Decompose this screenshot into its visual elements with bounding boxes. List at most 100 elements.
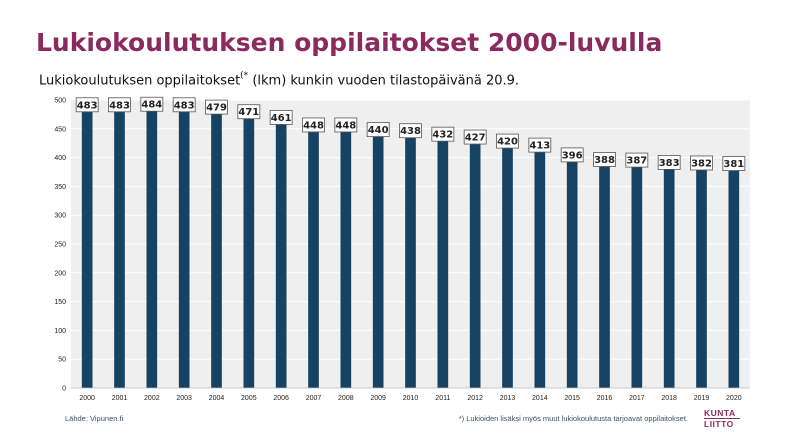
y-tick-label: 450 [54, 126, 66, 133]
logo-line-1: KUNTA [704, 408, 736, 418]
bar [599, 164, 610, 388]
data-label-text: 483 [77, 100, 98, 111]
data-label-box [75, 97, 99, 113]
data-label: 383 [657, 154, 681, 170]
data-label-text: 483 [174, 100, 195, 111]
data-label-box [205, 99, 228, 115]
x-tick-label: 2008 [338, 395, 354, 402]
data-label: 483 [108, 97, 131, 113]
y-tick-label: 200 [54, 270, 66, 277]
data-label-text: 427 [465, 133, 486, 144]
data-label: 388 [593, 152, 616, 167]
y-tick-label: 50 [58, 357, 66, 364]
subtitle-main: Lukiokoulutuksen oppilaitokset [39, 73, 241, 89]
bar [372, 134, 384, 388]
source-note: Lähde: Vipunen.fi [65, 414, 124, 423]
data-label: 484 [140, 96, 164, 112]
x-tick-label: 2014 [532, 395, 548, 402]
data-label-text: 461 [271, 113, 292, 124]
y-tick-label: 250 [54, 242, 66, 249]
data-label-box [237, 104, 261, 120]
data-label-text: 382 [691, 158, 712, 169]
bar [114, 109, 125, 389]
data-label-text: 438 [400, 126, 421, 137]
data-label: 440 [366, 122, 390, 137]
logo-line-2: LIITTO [704, 419, 734, 429]
x-tick-label: 2012 [467, 395, 483, 402]
x-axis: 2000 2001 2002 2003 2004 2005 2006 2007 2008 2009… [71, 387, 750, 402]
footnote-marker: (* [240, 71, 249, 81]
x-tick-label: 2009 [370, 395, 386, 402]
bar [566, 159, 578, 388]
y-tick-label: 100 [54, 328, 66, 335]
data-label: 432 [431, 126, 455, 142]
data-label-text: 448 [303, 120, 324, 131]
data-label-text: 387 [626, 156, 647, 167]
bar [663, 167, 675, 388]
y-tick-label: 150 [54, 299, 66, 306]
data-label: 471 [237, 104, 261, 120]
y-tick-label: 500 [54, 98, 66, 105]
bar [502, 146, 513, 388]
bar [437, 139, 449, 388]
bar-series [81, 109, 740, 389]
data-label-text: 383 [659, 158, 680, 169]
data-label-text: 396 [562, 150, 583, 161]
y-tick-label: 0 [62, 386, 66, 393]
data-label-text: 432 [432, 130, 453, 141]
data-label: 483 [172, 97, 196, 113]
x-tick-label: 2018 [661, 395, 677, 402]
data-label-box [399, 123, 422, 139]
x-tick-label: 2010 [403, 395, 419, 402]
data-label-box [657, 154, 681, 170]
x-tick-label: 2007 [306, 395, 322, 402]
data-label-box [690, 155, 713, 171]
x-tick-label: 2004 [209, 395, 225, 402]
bar [340, 129, 352, 388]
bar [534, 150, 546, 388]
x-tick-label: 2000 [79, 395, 95, 402]
x-tick-label: 2011 [435, 395, 450, 402]
data-label-box [172, 97, 196, 113]
data-label-text: 484 [141, 100, 162, 111]
data-label: 413 [528, 137, 552, 153]
bar [696, 167, 707, 388]
bar [275, 122, 287, 389]
x-tick-label: 2019 [694, 395, 710, 402]
data-label-box [593, 152, 616, 167]
data-label-box [366, 122, 390, 137]
bar [469, 142, 481, 388]
data-label: 420 [496, 133, 519, 149]
footnote: *) Lukioiden lisäksi myös muut lukiokoul… [458, 414, 688, 423]
subtitle-rest: (lkm) kunkin vuoden tilastopäivänä 20.9. [248, 73, 520, 89]
x-tick-label: 2001 [112, 395, 128, 402]
y-tick-label: 300 [54, 213, 66, 220]
data-label-text: 479 [206, 103, 227, 114]
y-tick-label: 350 [54, 184, 66, 191]
bar [146, 109, 158, 388]
data-label-box [140, 96, 164, 112]
x-tick-label: 2006 [273, 395, 289, 402]
data-label-box [431, 126, 455, 142]
data-label-box [496, 133, 519, 149]
bar [405, 135, 416, 388]
bar [211, 112, 222, 388]
data-label: 448 [302, 117, 325, 133]
x-tick-label: 2013 [500, 395, 516, 402]
x-tick-label: 2020 [726, 395, 742, 402]
x-tick-label: 2002 [144, 395, 160, 402]
x-tick-label: 2003 [176, 395, 192, 402]
logo-divider [704, 418, 740, 419]
data-label-box [463, 129, 487, 145]
data-label: 396 [560, 147, 584, 163]
data-labels: 483 483 484 483 479 471 461 448 448 440 438 432 427 4… [75, 96, 746, 171]
data-label: 427 [463, 129, 487, 145]
data-label-text: 483 [109, 100, 130, 111]
data-label-text: 413 [529, 141, 550, 152]
data-label: 483 [75, 97, 99, 113]
kuntaliitto-logo: KUNTA LIITTO [704, 409, 744, 428]
data-label-box [269, 110, 293, 125]
bar [308, 129, 319, 388]
bar [81, 109, 93, 389]
